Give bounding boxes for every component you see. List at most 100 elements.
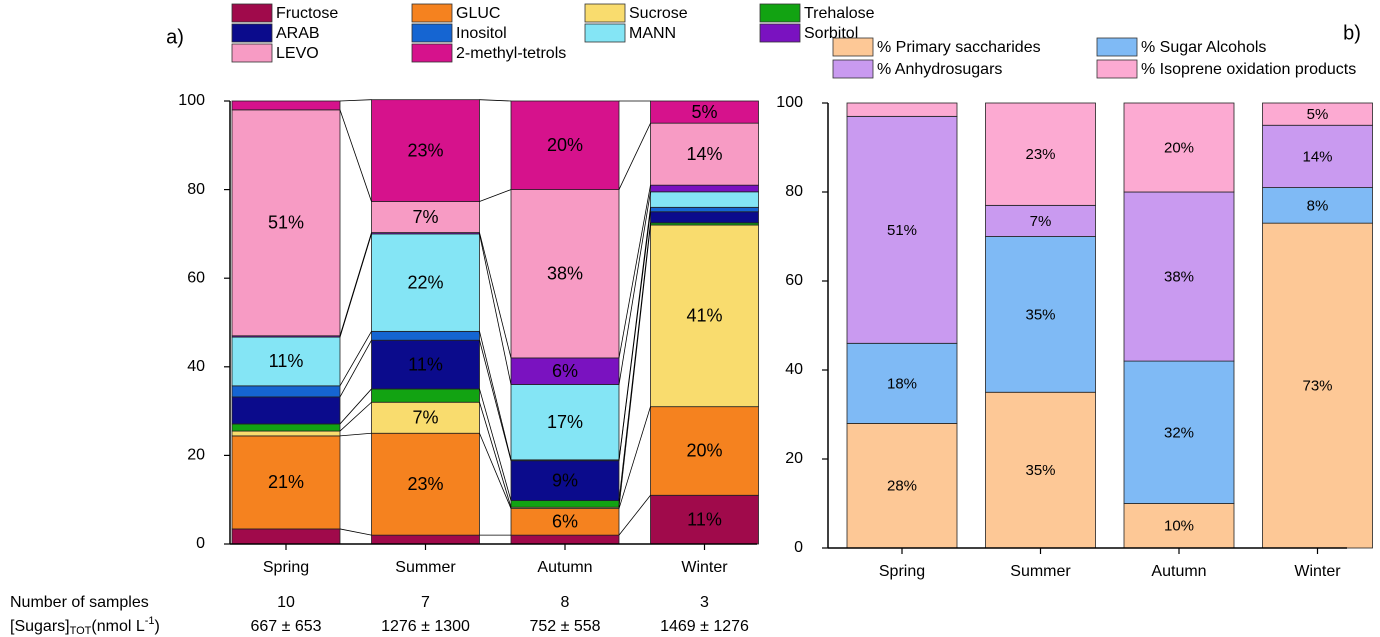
panel-label: b)	[1343, 22, 1361, 44]
data-label: 11%	[408, 354, 443, 374]
legend-swatch	[759, 23, 801, 43]
bar-segment	[1123, 191, 1235, 362]
legend-label: Inositol	[456, 25, 507, 42]
data-label: 20%	[547, 135, 583, 155]
connector	[479, 388, 512, 501]
y-tick-label: 40	[187, 358, 205, 375]
bar-segment	[650, 206, 759, 213]
legend-swatch	[759, 3, 801, 23]
connector	[339, 109, 372, 202]
connector	[479, 331, 512, 460]
bar-segment	[1262, 102, 1373, 126]
connector	[479, 402, 512, 508]
connector	[479, 189, 512, 202]
y-tick-label: 20	[187, 447, 205, 464]
data-label: 17%	[547, 412, 583, 432]
bar-segment	[371, 99, 480, 202]
legend-swatch	[832, 59, 874, 79]
data-label: 14%	[1302, 148, 1332, 165]
y-tick-label: 100	[776, 94, 803, 111]
data-label: 18%	[887, 375, 917, 392]
bar-segment	[650, 100, 759, 124]
panel-label: a)	[166, 26, 184, 48]
data-label: 7%	[412, 207, 438, 227]
x-tick-label: Summer	[395, 559, 456, 576]
bar-segment	[371, 388, 480, 403]
connector	[339, 331, 372, 387]
legend-label: % Isoprene oxidation products	[1141, 61, 1356, 78]
bar-segment	[371, 401, 480, 434]
row-label-sup: -1	[145, 615, 155, 627]
data-label: 14%	[686, 144, 722, 164]
bar-segment	[846, 102, 958, 117]
connector	[479, 433, 512, 509]
bar-segment	[985, 204, 1096, 237]
bar-segment	[510, 357, 620, 385]
legend-swatch	[411, 43, 453, 63]
data-label: 21%	[268, 472, 304, 492]
data-label: 38%	[547, 264, 583, 284]
y-tick-label: 0	[196, 535, 205, 552]
data-label: 22%	[407, 272, 443, 292]
legend-swatch	[411, 3, 453, 23]
data-label: 7%	[412, 407, 438, 427]
legend-swatch	[411, 23, 453, 43]
y-tick-label: 80	[785, 183, 803, 200]
bar-segment	[371, 330, 480, 341]
bar-segment	[985, 391, 1096, 549]
bar-segment	[846, 115, 958, 344]
y-tick-label: 60	[187, 269, 205, 286]
legend-label: LEVO	[276, 45, 319, 62]
legend-swatch	[231, 3, 273, 23]
bar-segment	[231, 430, 341, 437]
x-tick-label: Winter	[1294, 563, 1341, 580]
data-label: 41%	[686, 306, 722, 326]
table-cell: 667 ± 653	[250, 618, 321, 635]
row-label-sub: TOT	[70, 625, 92, 637]
data-label: 51%	[887, 222, 917, 239]
y-tick-label: 100	[178, 92, 205, 109]
bar-segment	[371, 534, 480, 545]
bar-segment	[231, 528, 341, 545]
table-cell: 1469 ± 1276	[660, 618, 749, 635]
bar-segment	[650, 191, 759, 208]
data-label: 9%	[552, 470, 578, 490]
connector	[339, 432, 372, 437]
legend-label: Trehalose	[804, 5, 875, 22]
y-tick-label: 60	[785, 272, 803, 289]
data-label: 20%	[1164, 139, 1194, 156]
y-tick-label: 40	[785, 361, 803, 378]
data-label: 32%	[1164, 424, 1194, 441]
data-label: 73%	[1302, 378, 1332, 395]
data-label: 23%	[407, 474, 443, 494]
bar-segment	[231, 423, 341, 432]
row-label-part: [Sugars]	[10, 618, 70, 635]
data-label: 11%	[269, 351, 304, 371]
legend-label: GLUC	[456, 5, 500, 22]
bar-segment	[371, 339, 480, 390]
bar-segment	[510, 100, 620, 190]
bar-segment	[1123, 360, 1235, 504]
bar-segment	[1123, 102, 1235, 193]
connector	[618, 122, 651, 190]
row-label: [Sugars]TOT(nmol L-1)	[10, 615, 160, 637]
data-label: 7%	[1030, 213, 1052, 230]
bar-segment	[231, 336, 341, 387]
table-cell: 3	[700, 594, 709, 611]
bar-segment	[846, 422, 958, 549]
x-tick-label: Summer	[1010, 563, 1071, 580]
bar-segment	[371, 201, 480, 233]
bar-segment	[650, 406, 759, 496]
bar-segment	[1262, 187, 1373, 224]
data-label: 8%	[1307, 197, 1329, 214]
connector	[339, 99, 372, 102]
connector	[479, 99, 512, 102]
data-label: 20%	[686, 441, 722, 461]
legend-swatch	[584, 3, 626, 23]
row-label-part: )	[155, 618, 160, 635]
table-cell: 1276 ± 1300	[381, 618, 470, 635]
bar-segment	[650, 184, 759, 193]
data-label: 38%	[1164, 269, 1194, 286]
data-label: 35%	[1025, 306, 1055, 323]
table-cell: 7	[421, 594, 430, 611]
